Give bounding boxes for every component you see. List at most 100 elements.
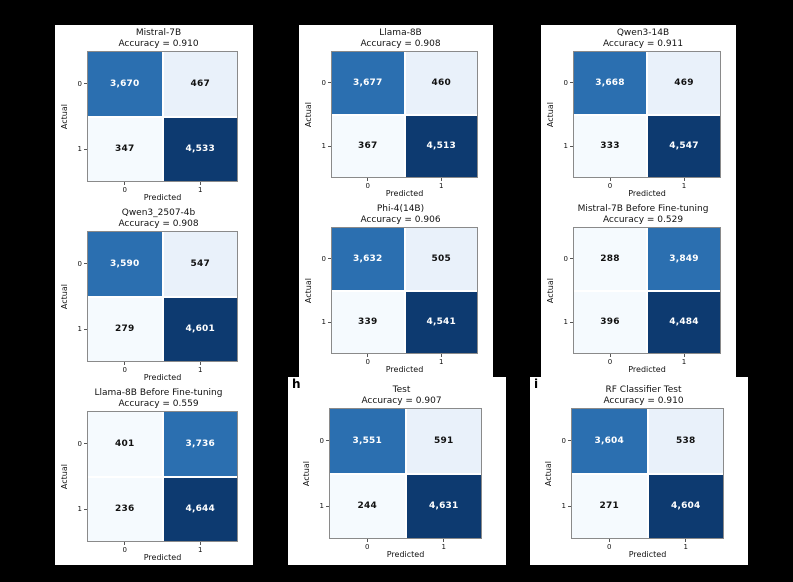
chart-title: Mistral-7B	[135, 28, 182, 38]
x-tick-label: 0	[573, 354, 647, 366]
chart-accuracy: Accuracy = 0.906	[360, 215, 441, 225]
x-tick-label: 0	[571, 539, 648, 551]
x-tick-label: 1	[406, 539, 483, 551]
x-axis-label: Predicted	[628, 550, 667, 559]
y-tick-label: 1	[314, 115, 331, 179]
y-tick-label: 0	[70, 411, 87, 477]
x-axis-label: Predicted	[628, 189, 666, 198]
y-tick-label: 1	[312, 474, 329, 540]
y-tick-label: 0	[70, 231, 87, 297]
y-axis-label: Actual	[300, 408, 312, 539]
chart-title: RF Classifier Test	[605, 385, 682, 395]
chart-accuracy: Accuracy = 0.559	[118, 399, 199, 409]
y-axis-label: Actual	[58, 411, 70, 542]
matrix-cell: 4,513	[405, 115, 477, 177]
panel-letter: h	[292, 377, 301, 391]
matrix-cell: 3,590	[88, 232, 162, 296]
chart-title: Test	[392, 385, 411, 395]
x-axis-label: Predicted	[385, 365, 424, 374]
confusion-matrix: 3,668 469 333 4,547	[573, 51, 721, 178]
y-axis-label-text: Actual	[303, 277, 313, 304]
matrix-cell: 3,736	[163, 412, 237, 476]
matrix-cell: 3,677	[332, 52, 404, 114]
confusion-matrix: 3,590 547 279 4,601	[87, 231, 238, 362]
y-tick-label: 0	[556, 51, 573, 115]
matrix-cell: 4,541	[405, 291, 477, 353]
y-axis-label-text: Actual	[545, 277, 555, 304]
matrix-cell: 4,631	[406, 474, 481, 538]
chart-title: Llama-8B Before Fine-tuning	[94, 388, 223, 398]
y-tick-label: 1	[314, 291, 331, 355]
chart-title: Mistral-7B Before Fine-tuning	[577, 204, 709, 214]
matrix-cell: 4,484	[648, 291, 720, 353]
chart-accuracy: Accuracy = 0.910	[118, 39, 199, 49]
x-axis-label: Predicted	[143, 553, 182, 562]
x-tick-label: 0	[573, 178, 647, 190]
panel-letter: i	[534, 377, 539, 391]
chart-accuracy: Accuracy = 0.910	[603, 396, 684, 406]
x-tick-label: 0	[331, 354, 405, 366]
matrix-cell: 236	[88, 477, 162, 541]
x-tick-label: 0	[329, 539, 406, 551]
y-axis-label: Actual	[542, 408, 554, 539]
confusion-matrix-chart: Test Accuracy = 0.907 Actual 0 1 3,551 591 244 4…	[297, 382, 497, 562]
chart-accuracy: Accuracy = 0.911	[602, 39, 684, 49]
chart-title: Qwen3-14B	[616, 28, 670, 38]
chart-title: Llama-8B	[379, 28, 422, 38]
x-axis-label: Predicted	[386, 550, 425, 559]
y-tick-label: 0	[554, 408, 571, 474]
y-tick-label: 1	[556, 115, 573, 179]
x-tick-label: 1	[405, 354, 479, 366]
matrix-cell: 460	[405, 52, 477, 114]
panel-column-1: Mistral-7B Accuracy = 0.910 Actual 0 1 3,670 4…	[55, 25, 253, 565]
panel-column-3: Qwen3-14B Accuracy = 0.911 Actual 0 1 3,668 46…	[541, 25, 736, 377]
y-axis-label: Actual	[544, 51, 556, 178]
y-axis-label-text: Actual	[59, 103, 69, 130]
x-tick-label: 1	[405, 178, 479, 190]
matrix-cell: 591	[406, 409, 481, 473]
matrix-cell: 333	[574, 115, 646, 177]
matrix-cell: 538	[648, 409, 723, 473]
confusion-matrix: 401 3,736 236 4,644	[87, 411, 238, 542]
confusion-matrix: 3,604 538 271 4,604	[571, 408, 724, 539]
x-tick-label: 0	[87, 542, 163, 554]
matrix-cell: 3,668	[574, 52, 646, 114]
matrix-cell: 469	[648, 52, 720, 114]
y-axis-label: Actual	[544, 227, 556, 354]
x-tick-label: 0	[331, 178, 405, 190]
matrix-cell: 3,632	[332, 228, 404, 290]
confusion-matrix-chart: Mistral-7B Accuracy = 0.910 Actual 0 1 3,670 4…	[55, 25, 253, 205]
confusion-matrix-chart: RF Classifier Test Accuracy = 0.910 Actual…	[539, 382, 739, 562]
confusion-matrix-chart: Phi-4(14B) Accuracy = 0.906 Actual 0 1 3,632 5…	[299, 201, 493, 377]
matrix-cell: 4,601	[163, 297, 237, 361]
y-tick-label: 0	[314, 227, 331, 291]
chart-accuracy: Accuracy = 0.908	[360, 39, 441, 49]
matrix-cell: 279	[88, 297, 162, 361]
y-tick-label: 0	[556, 227, 573, 291]
confusion-matrix: 3,632 505 339 4,541	[331, 227, 478, 354]
chart-title: Qwen3_2507-4b	[121, 208, 196, 218]
matrix-cell: 271	[572, 474, 647, 538]
matrix-cell: 4,547	[648, 115, 720, 177]
confusion-matrix: 3,670 467 347 4,533	[87, 51, 238, 182]
y-tick-label: 1	[70, 297, 87, 363]
matrix-cell: 4,604	[648, 474, 723, 538]
matrix-cell: 367	[332, 115, 404, 177]
matrix-cell: 3,551	[330, 409, 405, 473]
matrix-cell: 467	[163, 52, 237, 116]
matrix-cell: 396	[574, 291, 646, 353]
panel-rf-classifier-test: i RF Classifier Test Accuracy = 0.910 Actua…	[530, 377, 748, 565]
x-tick-label: 1	[647, 178, 721, 190]
y-axis-label-text: Actual	[59, 463, 69, 490]
